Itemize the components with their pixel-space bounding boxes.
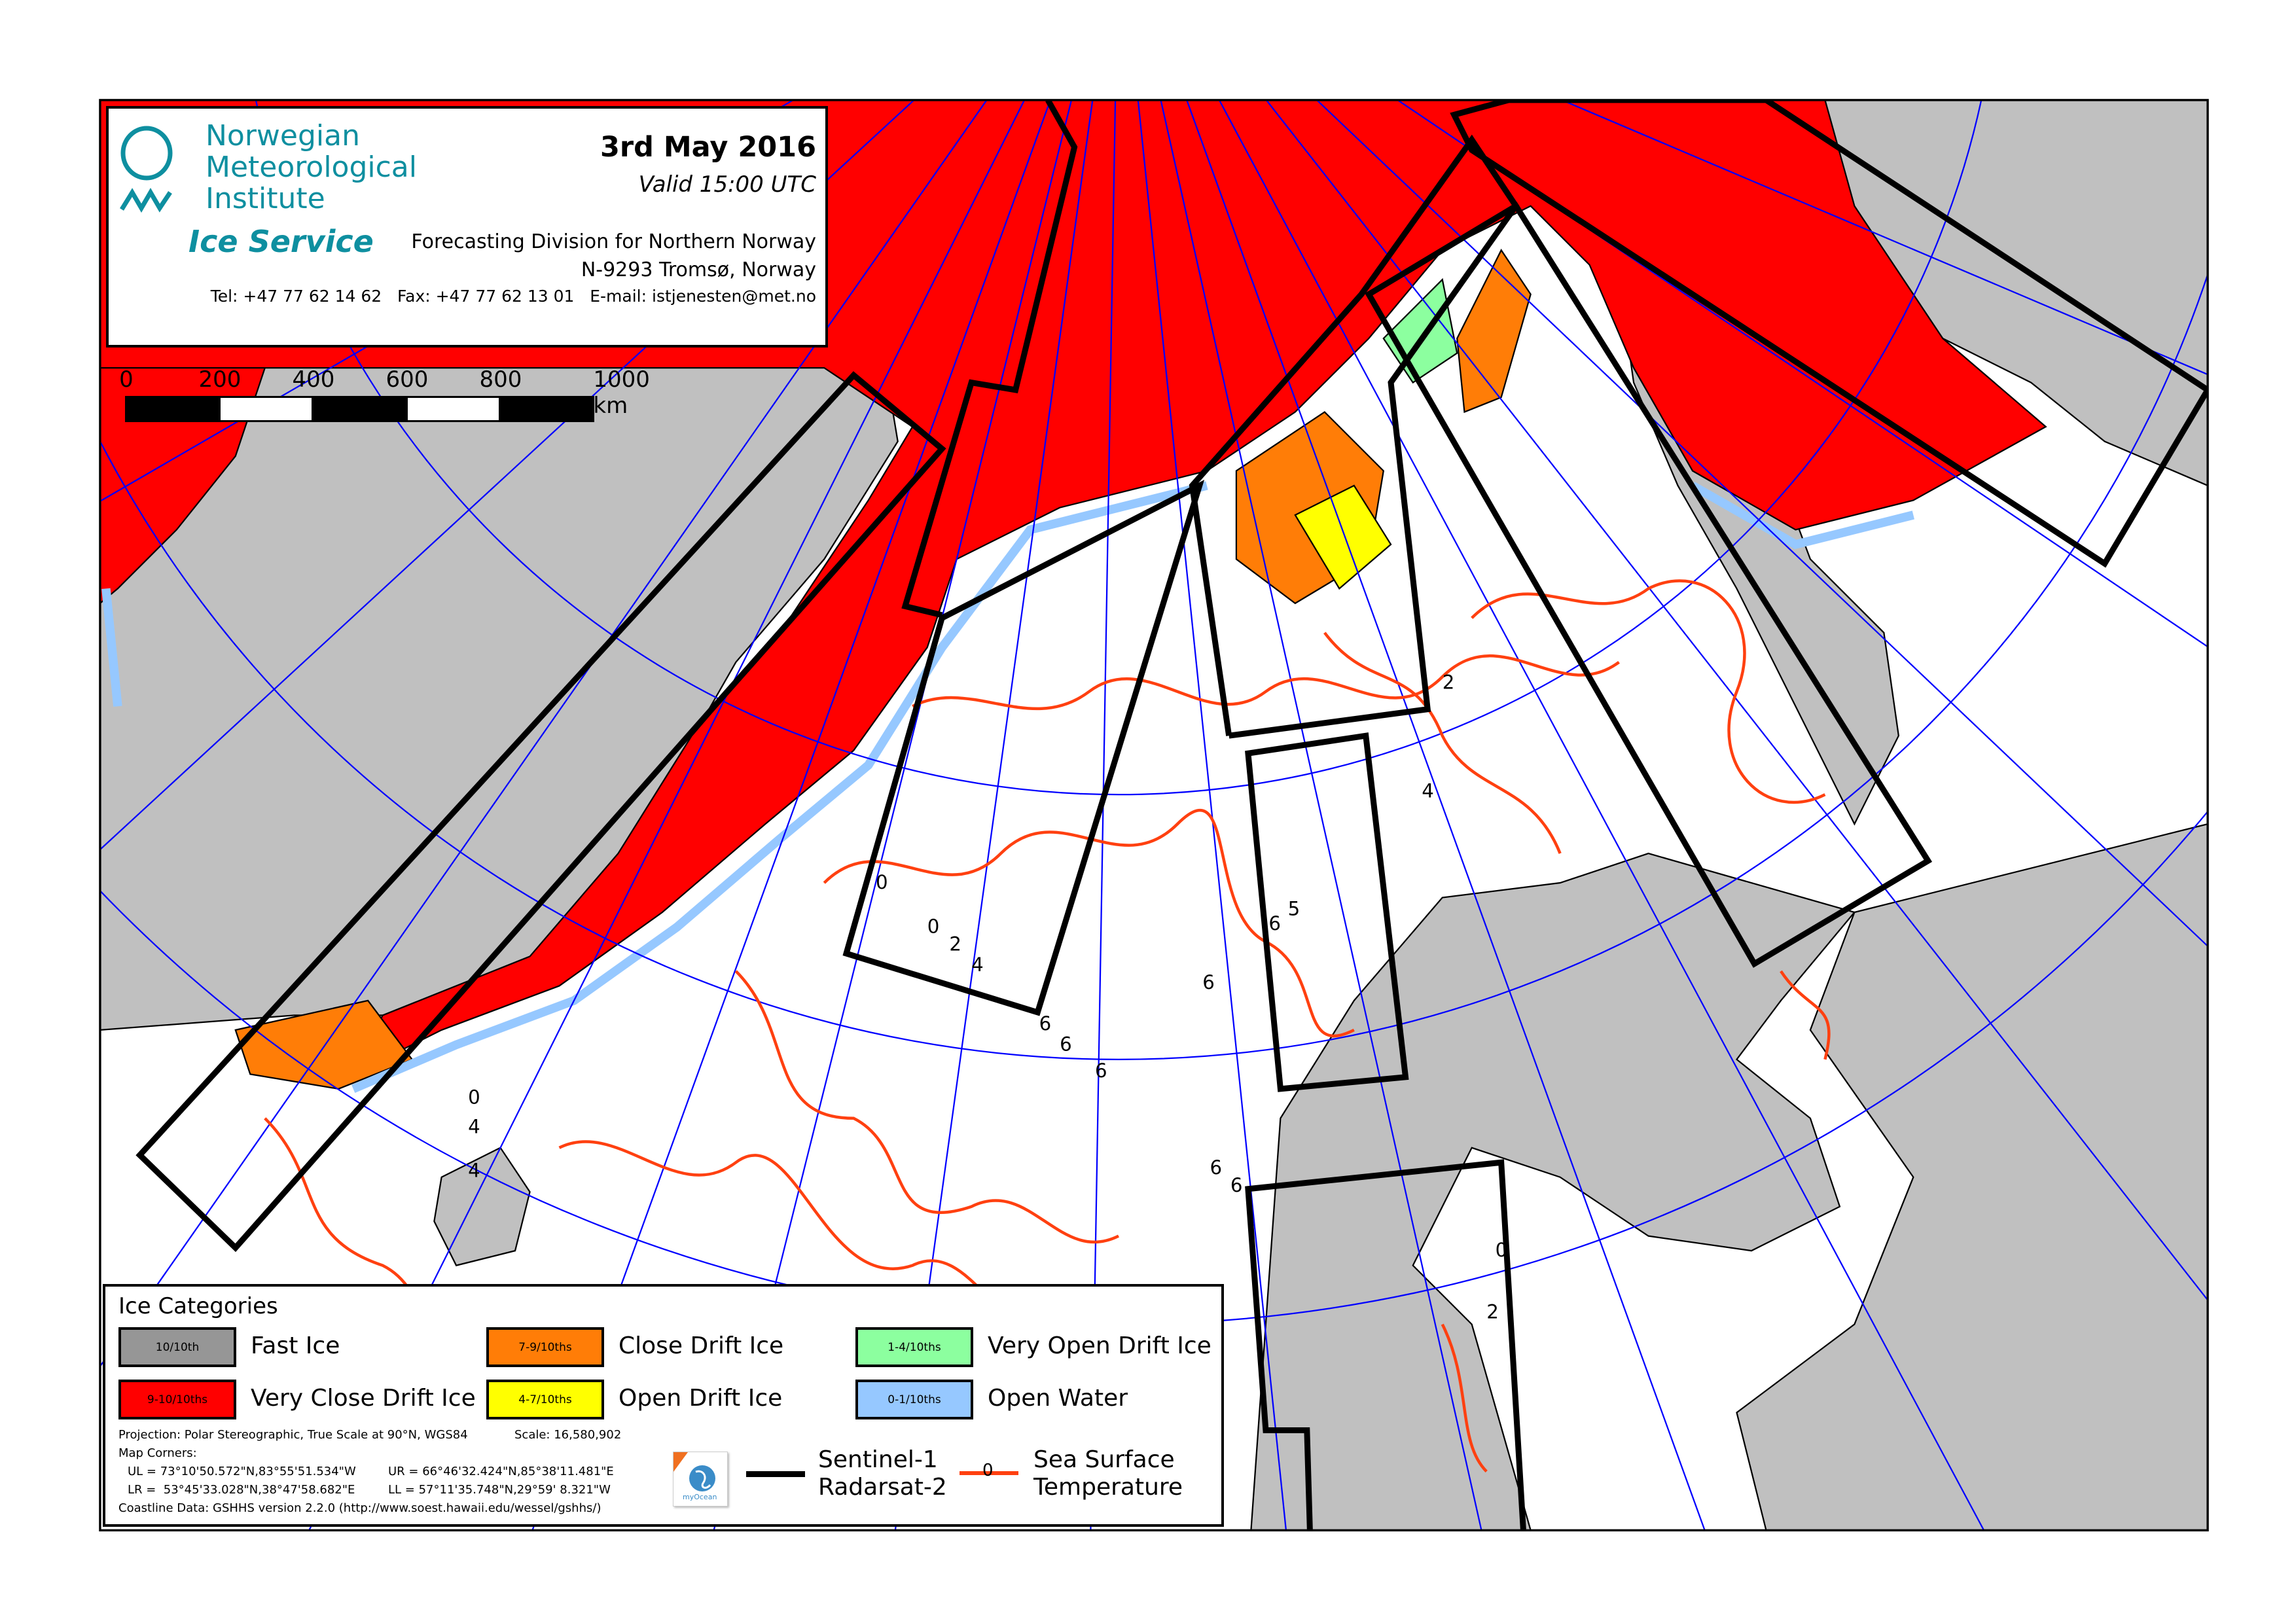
scale-label: 400 — [292, 366, 335, 393]
svg-text:6: 6 — [1095, 1060, 1107, 1082]
ice-close-drift-greenland — [234, 999, 414, 1090]
sst-line-sample — [960, 1471, 1018, 1475]
label-fast-ice: Fast Ice — [251, 1332, 340, 1359]
swatch-open-water: 0-1/10ths — [855, 1380, 973, 1419]
sat-swath-kara — [1450, 99, 2208, 568]
label-sea-surface: Sea Surface — [1033, 1446, 1175, 1473]
svg-text:6: 6 — [1202, 971, 1215, 993]
corner-lr: LR = 53°45'33.028"N,38°47'58.682"E — [128, 1483, 355, 1497]
corner-ur: UR = 66°46'32.424"N,85°38'11.481"E — [388, 1465, 614, 1478]
svg-text:4: 4 — [468, 1160, 480, 1182]
address: N-9293 Tromsø, Norway — [581, 259, 816, 281]
svg-text:0: 0 — [876, 871, 888, 893]
swatch-close-drift-ice: 7-9/10ths — [486, 1327, 604, 1367]
svg-text:0: 0 — [468, 1086, 480, 1108]
scale-label: 600 — [386, 366, 429, 393]
service-name: Ice Service — [188, 224, 374, 259]
sst-marker: 0 — [982, 1461, 994, 1480]
myocean-logo: myOcean — [673, 1452, 728, 1507]
ice-open-water — [351, 481, 1914, 1094]
swatch-very-close-drift-ice: 9-10/10ths — [118, 1380, 236, 1419]
label-close-drift-ice: Close Drift Ice — [619, 1332, 784, 1359]
org-name-line1: Norwegian — [206, 119, 360, 152]
contact-info: Tel: +47 77 62 14 62 Fax: +47 77 62 13 0… — [210, 287, 816, 306]
legend-title: Ice Categories — [118, 1293, 278, 1319]
svg-text:0: 0 — [927, 915, 940, 937]
svg-text:6: 6 — [1230, 1174, 1243, 1196]
scale-info: Scale: 16,580,902 — [514, 1428, 622, 1442]
legend-box: Ice Categories 10/10th Fast Ice 9-10/10t… — [103, 1284, 1224, 1527]
header-box: Norwegian Meteorological Institute Ice S… — [106, 106, 828, 348]
scale-bar: 0 200 400 600 800 1000 km — [119, 366, 650, 429]
svg-text:6: 6 — [1268, 912, 1281, 935]
satellite-coverage — [135, 99, 2208, 1531]
satellite-line-sample — [746, 1471, 805, 1477]
svg-text:6: 6 — [1039, 1012, 1052, 1035]
ice-open-water-west — [101, 588, 122, 707]
projection-info: Projection: Polar Stereographic, True Sc… — [118, 1428, 468, 1442]
map-frame — [99, 99, 2209, 1532]
swatch-code: 0-1/10ths — [888, 1393, 941, 1406]
valid-time: Valid 15:00 UTC — [638, 171, 816, 198]
map-corners-label: Map Corners: — [118, 1446, 197, 1460]
globe-icon — [673, 1452, 715, 1491]
sat-swath-svalbard-west — [901, 99, 1078, 618]
scale-label: 200 — [198, 366, 242, 393]
corner-ul: UL = 73°10'50.572"N,83°55'51.534"W — [128, 1465, 356, 1478]
sat-swath-greenland — [135, 371, 946, 1253]
label-very-open-drift-ice: Very Open Drift Ice — [988, 1332, 1211, 1359]
myocean-logo-text: myOcean — [683, 1493, 717, 1501]
swatch-fast-ice: 10/10th — [118, 1327, 236, 1367]
org-name-line3: Institute — [206, 182, 325, 215]
svg-text:2: 2 — [949, 933, 961, 955]
sat-swath-fram — [842, 480, 1205, 1016]
sat-swath-barents-central — [1245, 732, 1409, 1092]
svg-text:6: 6 — [1210, 1156, 1222, 1179]
ice-open-drift — [1294, 484, 1392, 590]
svg-text:2: 2 — [1443, 671, 1455, 693]
swatch-code: 9-10/10ths — [147, 1393, 208, 1406]
org-name-line2: Meteorological — [206, 151, 417, 184]
swatch-code: 4-7/10ths — [518, 1393, 572, 1406]
chart-date: 3rd May 2016 — [600, 131, 816, 164]
met-logo-icon — [120, 126, 173, 213]
swatch-code: 10/10th — [155, 1340, 200, 1354]
svg-text:4: 4 — [468, 1115, 480, 1137]
label-very-close-drift-ice: Very Close Drift Ice — [251, 1385, 476, 1412]
label-temperature: Temperature — [1033, 1474, 1183, 1501]
svg-text:4: 4 — [971, 954, 984, 976]
swatch-code: 1-4/10ths — [888, 1340, 941, 1354]
svg-text:2: 2 — [1486, 1301, 1499, 1323]
sst-contour-labels: 0 0 2 4 6 6 6 6 5 6 2 4 0 4 4 6 6 0 2 — [468, 671, 1507, 1323]
svg-text:6: 6 — [1060, 1033, 1072, 1055]
label-open-water: Open Water — [988, 1385, 1128, 1412]
svg-text:5: 5 — [1288, 898, 1300, 920]
sat-swath-norway — [1245, 1159, 1526, 1531]
swatch-very-open-drift-ice: 1-4/10ths — [855, 1327, 973, 1367]
scale-label: 1000 km — [593, 366, 650, 419]
ice-close-drift-east — [1456, 248, 1532, 414]
sat-swath-barents-east — [1365, 202, 1933, 968]
label-radarsat-2: Radarsat-2 — [818, 1474, 947, 1501]
land-kola — [1736, 823, 2208, 1531]
sat-swath-svalbard-east — [1189, 134, 1520, 739]
scale-label: 0 — [119, 366, 134, 393]
svg-text:4: 4 — [1422, 780, 1434, 802]
corner-ll: LL = 57°11'35.748"N,29°59' 8.321"W — [388, 1483, 611, 1497]
scale-label: 800 — [479, 366, 522, 393]
swatch-open-drift-ice: 4-7/10ths — [486, 1380, 604, 1419]
label-open-drift-ice: Open Drift Ice — [619, 1385, 783, 1412]
label-sentinel-1: Sentinel-1 — [818, 1446, 938, 1473]
swatch-code: 7-9/10ths — [518, 1340, 572, 1354]
coastline-info: Coastline Data: GSHHS version 2.2.0 (htt… — [118, 1501, 601, 1515]
division-name: Forecasting Division for Northern Norway — [411, 230, 816, 253]
ice-very-close-drift-west — [99, 366, 266, 605]
